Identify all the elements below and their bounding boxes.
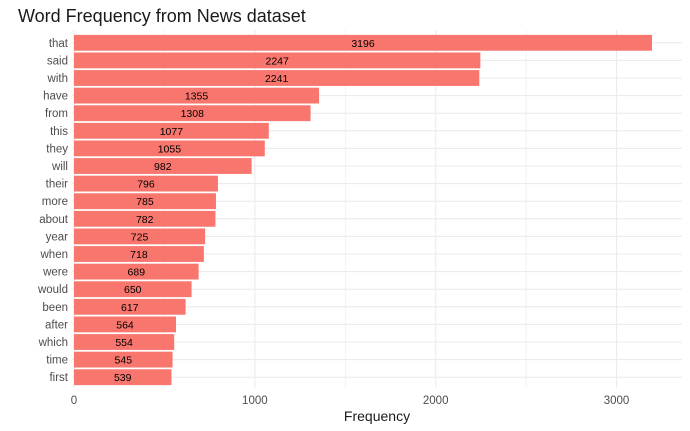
data-label-which: 554 xyxy=(115,337,133,349)
y-tick-label-that: that xyxy=(49,38,69,50)
y-tick-label-from: from xyxy=(45,108,68,120)
data-label-that: 3196 xyxy=(351,38,375,50)
data-label-first: 539 xyxy=(114,372,132,384)
y-tick-label-have: have xyxy=(43,91,68,103)
y-tick-label-would: would xyxy=(37,284,68,296)
y-tick-label-when: when xyxy=(40,249,69,261)
data-label-with: 2241 xyxy=(265,73,289,85)
data-label-their: 796 xyxy=(137,179,155,191)
bar-from xyxy=(74,105,311,122)
x-tick-label-1000: 1000 xyxy=(242,395,268,407)
y-tick-label-which: which xyxy=(38,337,68,349)
y-tick-label-this: this xyxy=(50,126,68,138)
bar-would xyxy=(74,281,192,298)
bar-said xyxy=(74,52,481,69)
data-label-will: 982 xyxy=(154,161,172,173)
y-tick-label-their: their xyxy=(46,179,69,191)
x-tick-label-0: 0 xyxy=(71,395,77,407)
bar-about xyxy=(74,210,216,227)
bar-year xyxy=(74,228,206,245)
data-label-been: 617 xyxy=(121,302,139,314)
data-label-they: 1055 xyxy=(158,143,182,155)
y-tick-label-more: more xyxy=(42,196,68,208)
data-label-about: 782 xyxy=(136,214,154,226)
data-label-after: 564 xyxy=(116,319,134,331)
y-tick-label-said: said xyxy=(47,55,68,67)
x-tick-label-3000: 3000 xyxy=(604,395,630,407)
y-tick-label-with: with xyxy=(47,73,68,85)
bar-have xyxy=(74,87,320,104)
bar-that xyxy=(74,34,652,51)
y-tick-label-were: were xyxy=(42,267,68,279)
bar-been xyxy=(74,298,186,315)
data-labels: 3196 2247 2241 1355 1308 1077 1055 982 796 785 782… xyxy=(114,38,375,384)
y-tick-label-about: about xyxy=(39,214,69,226)
bar-will xyxy=(74,158,252,174)
data-label-from: 1308 xyxy=(181,108,205,120)
bar-with xyxy=(74,70,480,86)
bar-were xyxy=(74,263,199,280)
x-axis-tick-labels: 0 1000 2000 3000 xyxy=(71,395,630,407)
bar-their xyxy=(74,175,218,192)
chart-title: Word Frequency from News dataset xyxy=(18,6,306,26)
bar-more xyxy=(74,193,216,210)
data-label-have: 1355 xyxy=(185,91,209,103)
y-tick-label-first: first xyxy=(49,372,68,384)
x-tick-label-2000: 2000 xyxy=(423,395,449,407)
bar-time xyxy=(74,351,173,368)
data-label-said: 2247 xyxy=(266,55,290,67)
data-label-would: 650 xyxy=(124,284,142,296)
data-label-this: 1077 xyxy=(160,126,184,138)
data-label-time: 545 xyxy=(115,355,133,367)
data-label-year: 725 xyxy=(131,231,149,243)
data-label-were: 689 xyxy=(128,267,146,279)
y-tick-label-after: after xyxy=(45,319,68,331)
bar-first xyxy=(74,369,172,386)
y-tick-label-year: year xyxy=(46,231,69,243)
bars xyxy=(74,34,652,386)
bar-they xyxy=(74,140,265,157)
data-label-when: 718 xyxy=(130,249,148,261)
bar-this xyxy=(74,122,269,139)
data-label-more: 785 xyxy=(136,196,154,208)
bar-when xyxy=(74,246,204,262)
x-axis-title: Frequency xyxy=(344,408,410,424)
y-tick-label-will: will xyxy=(51,161,68,173)
bar-after xyxy=(74,316,176,333)
y-tick-label-they: they xyxy=(46,143,68,155)
y-tick-label-time: time xyxy=(46,355,68,367)
y-axis-tick-labels: that said with have from this they will their mor… xyxy=(37,38,69,384)
bar-which xyxy=(74,334,175,350)
y-tick-label-been: been xyxy=(42,302,68,314)
